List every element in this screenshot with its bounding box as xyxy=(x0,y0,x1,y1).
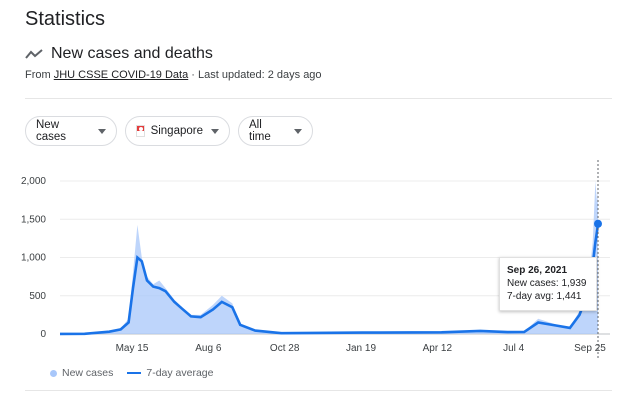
x-tick-label: Oct 28 xyxy=(270,343,300,354)
y-tick-label: 2,000 xyxy=(21,176,46,187)
new-cases-legend-swatch xyxy=(50,369,57,377)
metric-dropdown[interactable]: New cases xyxy=(25,116,117,146)
tooltip-new-cases: New cases: 1,939 xyxy=(507,278,587,289)
location-label: Singapore xyxy=(150,125,203,137)
source-link[interactable]: JHU CSSE COVID-19 Data xyxy=(53,69,189,81)
chevron-down-icon xyxy=(294,128,302,134)
chart-tooltip: Sep 26, 2021 New cases: 1,939 7-day avg:… xyxy=(499,257,597,311)
x-tick-label: Aug 6 xyxy=(195,343,222,354)
chevron-down-icon xyxy=(98,128,106,134)
location-dropdown[interactable]: Singapore xyxy=(125,116,230,146)
x-tick-label: May 15 xyxy=(116,343,149,354)
page-title: Statistics xyxy=(25,8,106,30)
divider-bottom xyxy=(25,390,612,391)
singapore-flag-icon xyxy=(136,125,145,137)
seven-day-average-line xyxy=(59,223,600,336)
metric-label: New cases xyxy=(36,119,67,143)
average-legend-swatch xyxy=(127,372,142,374)
y-tick-label: 1,000 xyxy=(21,253,46,264)
tooltip-average: 7-day avg: 1,441 xyxy=(507,291,582,302)
time-range-label: All time xyxy=(249,119,271,143)
chevron-down-icon xyxy=(211,128,219,134)
x-tick-label: Apr 12 xyxy=(423,343,453,354)
x-tick-label: Sep 25 xyxy=(574,343,606,354)
divider-top xyxy=(25,98,612,99)
x-tick-label: Jan 19 xyxy=(346,343,376,354)
hover-point xyxy=(594,219,602,228)
section-header: New cases and deaths xyxy=(25,45,213,63)
cases-chart[interactable]: 2,000 1,500 1,000 500 0 May 15 Aug 6 Oct 28 Jan… xyxy=(0,160,635,360)
chart-legend: New cases 7-day average xyxy=(50,367,214,379)
data-source: From JHU CSSE COVID-19 Data · Last updat… xyxy=(25,69,322,81)
last-updated: · Last updated: 2 days ago xyxy=(191,69,322,81)
y-tick-label: 0 xyxy=(40,329,46,340)
trending-icon xyxy=(25,49,43,59)
time-range-dropdown[interactable]: All time xyxy=(238,116,313,146)
y-tick-label: 1,500 xyxy=(21,214,46,225)
source-prefix: From xyxy=(25,69,51,81)
tooltip-date: Sep 26, 2021 xyxy=(507,265,568,276)
x-tick-label: Jul 4 xyxy=(503,343,525,354)
y-tick-label: 500 xyxy=(29,291,46,302)
section-title: New cases and deaths xyxy=(51,45,213,62)
legend-new-cases: New cases xyxy=(62,367,114,379)
legend-average: 7-day average xyxy=(146,367,214,379)
